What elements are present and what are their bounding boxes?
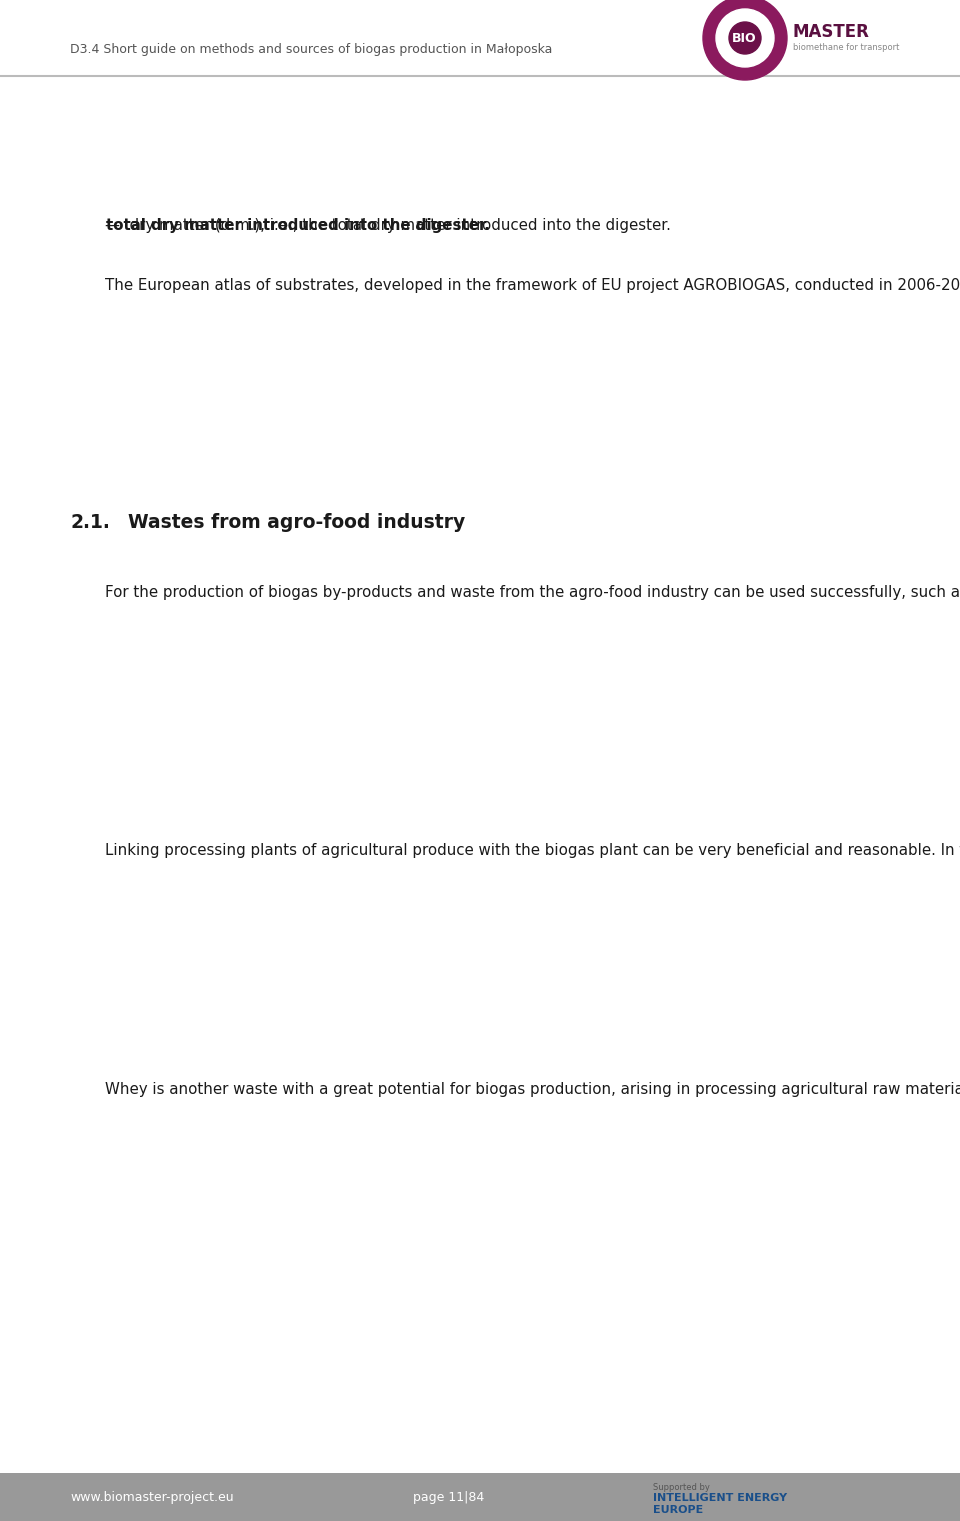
Text: D3.4 Short guide on methods and sources of biogas production in Małoposka: D3.4 Short guide on methods and sources … — [70, 44, 552, 56]
Text: BIO: BIO — [732, 32, 756, 44]
Text: For the production of biogas by-products and waste from the agro-food industry c: For the production of biogas by-products… — [105, 586, 960, 599]
Circle shape — [703, 0, 787, 81]
Circle shape — [729, 21, 761, 55]
Text: EUROPE: EUROPE — [653, 1504, 703, 1515]
Text: Linking processing plants of agricultural produce with the biogas plant can be v: Linking processing plants of agricultura… — [105, 843, 960, 858]
Text: Supported by: Supported by — [653, 1483, 709, 1492]
Text: Wastes from agro-food industry: Wastes from agro-food industry — [128, 513, 466, 532]
Text: page 11|84: page 11|84 — [413, 1491, 484, 1503]
Text: 2.1.: 2.1. — [70, 513, 109, 532]
Text: biomethane for transport: biomethane for transport — [793, 44, 900, 53]
Text: —  dry matter (d.m.), i.e., the total dry matter introduced into the digester.: — dry matter (d.m.), i.e., the total dry… — [105, 218, 671, 233]
Text: INTELLIGENT ENERGY: INTELLIGENT ENERGY — [653, 1494, 787, 1503]
Bar — [0, 1472, 960, 1521]
Text: Whey is another waste with a great potential for biogas production, arising in p: Whey is another waste with a great poten… — [105, 1081, 960, 1097]
Circle shape — [716, 9, 774, 67]
Text: MASTER: MASTER — [793, 23, 870, 41]
Text: The European atlas of substrates, developed in the framework of EU project AGROB: The European atlas of substrates, develo… — [105, 278, 960, 294]
Text: www.biomaster-project.eu: www.biomaster-project.eu — [70, 1491, 233, 1503]
Text: total dry matter introduced into the digester.: total dry matter introduced into the dig… — [106, 218, 490, 233]
